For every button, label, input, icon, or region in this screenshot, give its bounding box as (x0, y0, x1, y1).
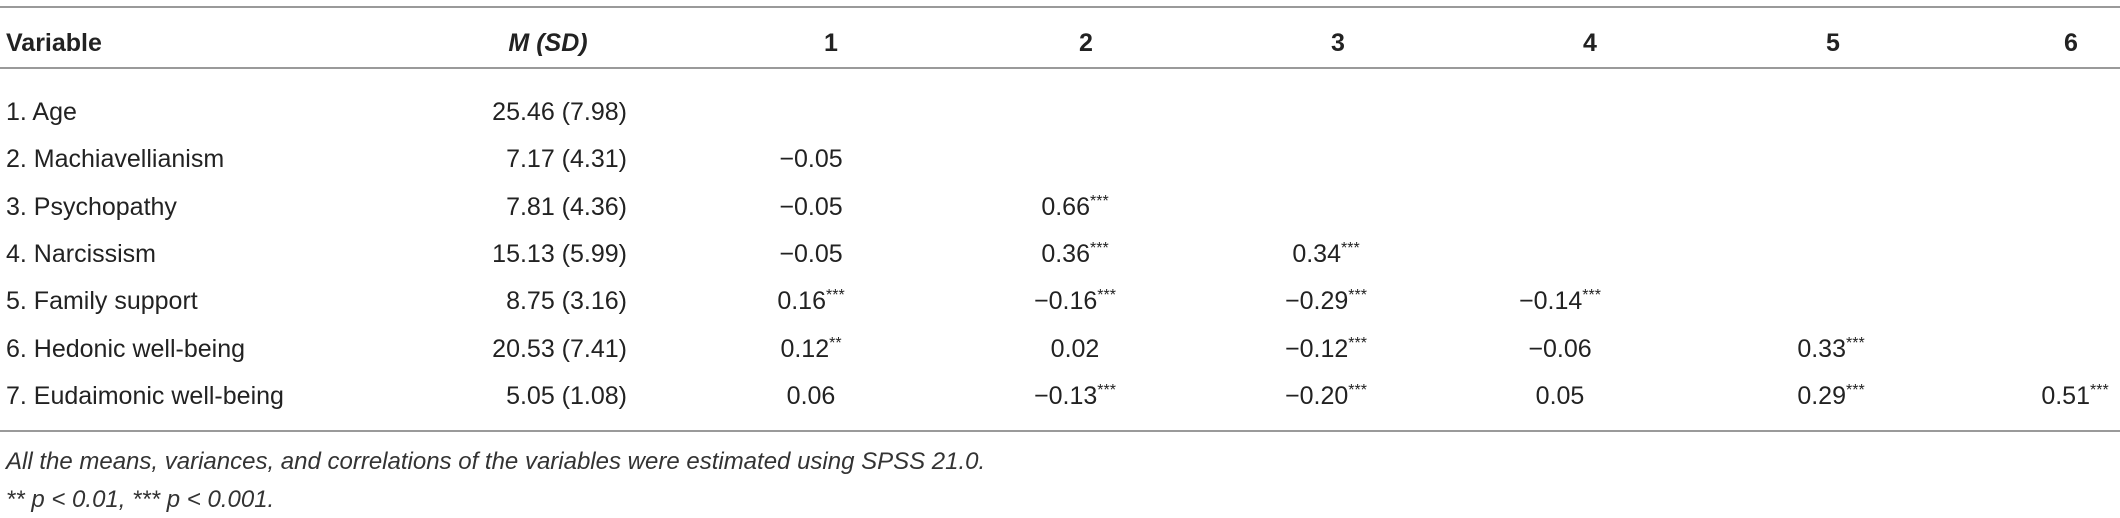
correlation-value: −0.05 (779, 239, 843, 268)
variable-cell: 1. Age (6, 98, 77, 126)
correlation-cell: −0.16*** (1034, 286, 1116, 316)
correlation-cell: −0.14*** (1519, 286, 1601, 316)
header-cell: 5 (1826, 29, 1840, 57)
correlation-value: 0.29 (1797, 381, 1846, 410)
header-rule (0, 67, 2120, 69)
correlation-cell: 0.29*** (1797, 381, 1864, 411)
correlation-value: 0.36 (1041, 239, 1090, 268)
significance: *** (1348, 287, 1367, 305)
correlation-value: 0.51 (2041, 381, 2090, 410)
correlation-value: −0.05 (779, 145, 843, 174)
correlation-value: 0.02 (1050, 334, 1100, 363)
correlation-cell: −0.29*** (1285, 286, 1367, 316)
correlation-cell: 0.51*** (2041, 381, 2108, 411)
correlation-value: −0.13 (1034, 381, 1098, 410)
significance: *** (1097, 287, 1116, 305)
correlation-cell: −0.13*** (1034, 381, 1116, 411)
correlation-cell: 0.05 (1536, 381, 1585, 411)
correlation-cell: 0.33*** (1797, 334, 1864, 364)
correlation-cell: 0.36*** (1041, 239, 1108, 269)
significance: *** (1582, 287, 1601, 305)
correlation-cell: −0.05 (779, 192, 842, 222)
msd-cell: 25.46 (7.98) (492, 98, 627, 126)
significance: *** (2089, 381, 2109, 399)
correlation-value: 0.33 (1797, 334, 1846, 363)
variable-cell: 5. Family support (6, 287, 198, 316)
header-cell: M (SD) (508, 29, 588, 57)
significance: *** (1845, 381, 1865, 399)
correlation-cell: −0.06 (1528, 334, 1591, 364)
msd-cell: 20.53 (7.41) (492, 334, 627, 363)
correlation-cell: 0.12** (780, 334, 841, 364)
correlation-cell: 0.34*** (1292, 239, 1359, 269)
note: All the means, variances, and correlatio… (6, 448, 986, 475)
header-cell: 3 (1331, 29, 1345, 57)
correlation-value: −0.16 (1034, 287, 1098, 316)
correlation-value: −0.14 (1519, 287, 1583, 316)
correlation-cell: 0.66*** (1041, 192, 1108, 222)
correlation-value: 0.06 (786, 381, 836, 410)
correlation-value: −0.12 (1285, 334, 1349, 363)
correlation-cell: −0.20*** (1285, 381, 1367, 411)
header-cell: 1 (824, 29, 838, 57)
significance: *** (1340, 239, 1360, 257)
significance: *** (825, 287, 845, 305)
correlation-value: 0.66 (1041, 192, 1090, 221)
correlation-value: 0.16 (777, 287, 826, 316)
significance: ** (829, 334, 842, 352)
correlation-value: −0.06 (1528, 334, 1592, 363)
significance: *** (1097, 381, 1116, 399)
note: ** p < 0.01, *** p < 0.001. (6, 486, 275, 513)
msd-cell: 7.81 (4.36) (506, 192, 627, 221)
significance: *** (1348, 381, 1367, 399)
correlation-value: −0.20 (1285, 381, 1349, 410)
significance: *** (1089, 239, 1109, 257)
correlation-cell: 0.06 (787, 381, 836, 411)
correlation-cell: −0.05 (779, 144, 842, 174)
header-cell: 6 (2064, 29, 2078, 57)
correlation-cell: −0.12*** (1285, 334, 1367, 364)
variable-cell: 2. Machiavellianism (6, 145, 225, 174)
variable-cell: 4. Narcissism (6, 239, 157, 268)
variable-cell: 6. Hedonic well-being (6, 334, 246, 363)
correlation-value: 0.12 (780, 334, 830, 363)
correlation-cell: 0.02 (1051, 334, 1100, 364)
msd-cell: 5.05 (1.08) (506, 381, 627, 410)
significance: *** (1089, 192, 1109, 210)
correlation-value: −0.05 (779, 192, 843, 221)
correlation-cell: −0.05 (779, 239, 842, 269)
top-rule (0, 6, 2120, 8)
bottom-rule (0, 430, 2120, 432)
correlation-value: −0.29 (1285, 287, 1349, 316)
variable-cell: 7. Eudaimonic well-being (6, 381, 284, 410)
msd-cell: 8.75 (3.16) (506, 287, 627, 316)
variable-cell: 3. Psychopathy (6, 192, 177, 221)
correlation-value: 0.05 (1535, 381, 1585, 410)
header-cell: 4 (1583, 29, 1597, 57)
msd-cell: 7.17 (4.31) (506, 145, 627, 174)
correlation-cell: 0.16*** (777, 286, 844, 316)
msd-cell: 15.13 (5.99) (492, 239, 627, 268)
header-cell: Variable (6, 29, 102, 57)
correlation-value: 0.34 (1292, 239, 1341, 268)
header-cell: 2 (1079, 29, 1093, 57)
significance: *** (1845, 334, 1865, 352)
significance: *** (1348, 334, 1367, 352)
